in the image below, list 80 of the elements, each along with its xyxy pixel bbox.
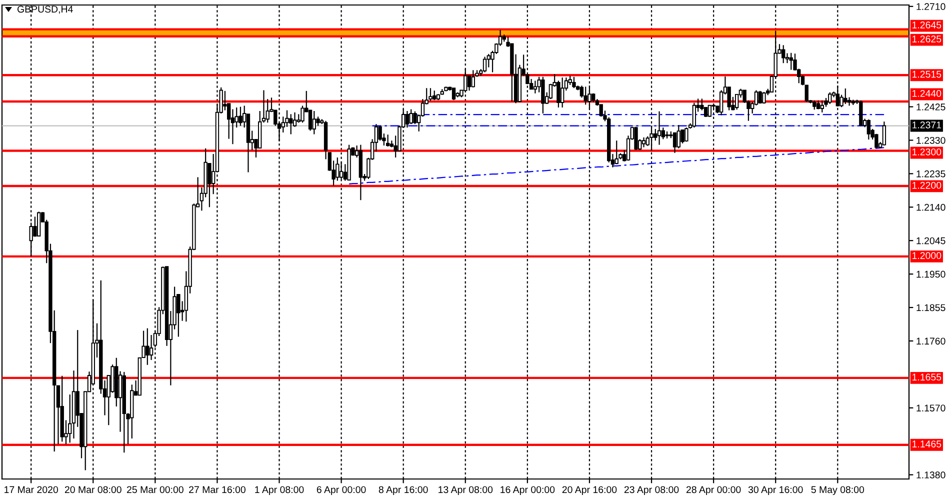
candlestick [812,100,816,110]
candlestick [684,126,688,142]
candlestick [533,80,538,94]
x-tick-label: 6 Apr 00:00 [316,486,366,496]
candlestick [692,102,696,128]
y-tick-label: 1.2425 [916,104,946,110]
candlestick [312,110,316,135]
x-tick-label: 25 Mar 00:00 [127,486,184,494]
ref-line-label: 1.2645 [912,22,942,28]
y-tick-label: 1.2140 [916,204,946,211]
ref-line-label: 1.2000 [912,252,942,260]
candlestick [300,105,304,124]
candlestick [859,100,863,127]
candlestick [409,108,413,125]
candlestick [482,56,487,73]
candlestick [820,100,824,113]
x-tick-label: 8 Apr 16:00 [378,486,428,496]
ref-line-label: 1.2371 [912,122,942,128]
candlestick [405,110,410,128]
candlestick [828,92,832,105]
line-series [348,147,885,184]
x-tick-label: 23 Apr 08:00 [624,486,679,496]
ref-line-label: 1.2625 [912,36,942,42]
x-tick-label: 27 Mar 16:00 [189,486,246,494]
candlestick [336,156,340,182]
y-tick-label: 1.2235 [916,170,946,178]
ref-line-label: 1.2200 [912,182,942,189]
candlestick [471,70,475,88]
ref-line-label: 1.1655 [912,374,942,381]
candlestick [672,132,677,154]
candlestick [758,90,762,104]
ref-line-label: 1.2440 [912,90,942,97]
candlestick [642,136,646,148]
candlestick [541,76,545,114]
y-tick-label: 1.1950 [916,270,946,278]
candlestick [386,134,390,148]
x-tick-label: 20 Mar 08:00 [64,486,122,494]
candlestick [36,211,41,237]
candlestick [657,110,662,146]
candlestick [432,90,436,101]
candlestick [676,124,681,149]
candlestick [882,121,886,146]
y-tick-label: 1.1570 [916,404,946,412]
x-tick-label: 28 Apr 00:00 [686,486,741,496]
candlestick [378,125,382,142]
chart-title: GBPUSD,H4 [17,6,73,14]
x-tick-label: 30 Apr 16:00 [748,486,803,496]
x-tick-label: 17 Mar 2020 [4,486,58,494]
x-tick-label: 13 Apr 08:00 [438,486,493,496]
ref-line-label: 1.2300 [912,148,942,156]
candlestick [634,126,638,151]
candlestick [316,116,320,126]
candlestick [844,88,848,105]
y-tick-label: 1.2330 [916,136,946,144]
candlestick [572,76,576,89]
ref-line-label: 1.1465 [912,440,942,448]
candlestick [146,328,150,366]
candlestick [308,110,312,132]
x-tick-label: 16 Apr 00:00 [500,486,555,496]
x-tick-label: 1 Apr 08:00 [255,486,304,496]
candlestick [428,88,432,102]
y-tick-label: 1.1760 [916,338,946,345]
candlestick [33,216,37,238]
candlestick [289,114,293,135]
y-tick-label: 1.2045 [916,237,946,244]
y-tick-label: 1.1855 [916,304,946,312]
x-tick-label: 5 May 08:00 [811,486,864,496]
candlestick [866,118,871,140]
candlestick [560,76,564,108]
candlestick [452,88,456,101]
candlestick [614,140,618,165]
candlestick [584,86,588,106]
y-tick-label: 1.1380 [916,472,946,478]
candlestick [874,133,878,149]
candlestick [782,44,786,64]
candlestick [238,106,242,126]
ref-line-label: 1.2515 [912,70,942,78]
y-tick-label: 1.2710 [916,3,946,10]
x-tick-label: 20 Apr 16:00 [562,486,617,496]
candlestick [789,52,793,70]
